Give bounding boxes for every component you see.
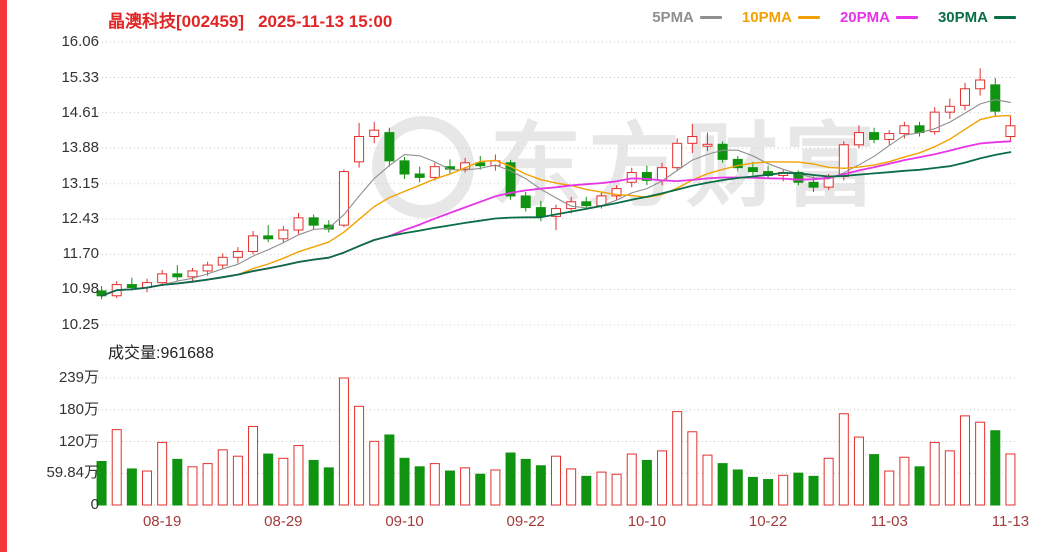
legend-line-swatch	[994, 16, 1016, 19]
ma-legend: 5PMA 10PMA 20PMA 30PMA	[632, 9, 1016, 26]
legend-item-20pma: 20PMA	[840, 9, 918, 26]
legend-item-5pma: 5PMA	[652, 9, 722, 26]
stock-title: 晶澳科技[002459] 2025-11-13 15:00	[108, 7, 392, 32]
legend-item-10pma: 10PMA	[742, 9, 820, 26]
legend-line-swatch	[699, 16, 722, 19]
stock-name: 晶澳科技	[108, 12, 176, 31]
quote-datetime: 2025-11-13 15:00	[258, 12, 393, 31]
legend-label: 20PMA	[839, 9, 890, 26]
legend-item-30pma: 30PMA	[938, 9, 1016, 26]
legend-label: 5PMA	[652, 9, 694, 26]
volume-header: 成交量:961688	[108, 339, 214, 363]
legend-line-swatch	[797, 16, 820, 19]
volume-value: 961688	[160, 345, 214, 362]
stock-code: [002459]	[176, 12, 245, 31]
volume-label: 成交量:	[108, 345, 161, 362]
legend-line-swatch	[895, 16, 918, 19]
left-edge-accent	[0, 0, 7, 552]
legend-label: 30PMA	[937, 9, 988, 26]
legend-label: 10PMA	[741, 9, 792, 26]
